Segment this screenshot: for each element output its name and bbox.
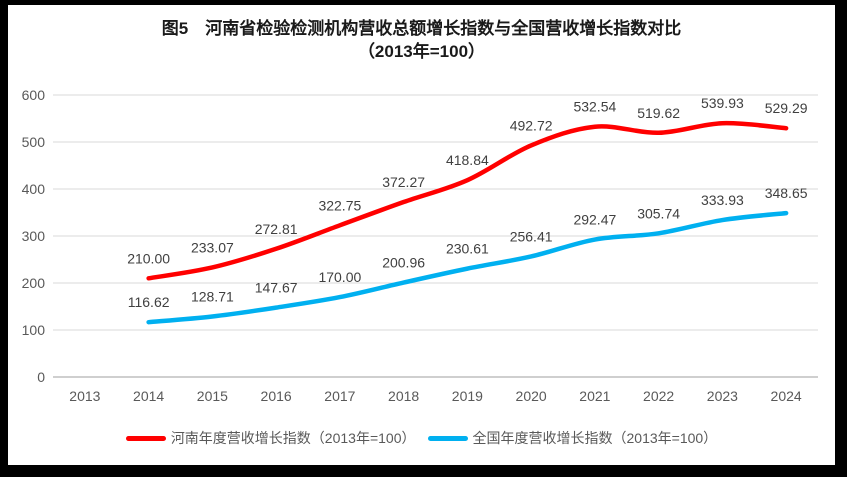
y-tick-label: 500: [22, 134, 46, 150]
x-tick-label: 2014: [133, 388, 164, 404]
data-label-national: 200.96: [382, 255, 425, 271]
y-tick-label: 100: [22, 322, 46, 338]
x-tick-label: 2013: [69, 388, 100, 404]
y-tick-label: 0: [37, 369, 45, 385]
data-label-henan: 492.72: [510, 117, 553, 133]
y-tick-label: 400: [22, 181, 46, 197]
series-line-national: [146, 210, 789, 325]
chart-title: 图5 河南省检验检测机构营收总额增长指数与全国营收增长指数对比 （2013年=1…: [8, 17, 835, 63]
y-tick-label: 300: [22, 228, 46, 244]
data-label-henan: 372.27: [382, 174, 425, 190]
legend-dash-national-icon: [427, 435, 468, 441]
x-tick-label: 2018: [388, 388, 419, 404]
data-label-national: 128.71: [191, 289, 234, 305]
x-tick-label: 2020: [516, 388, 547, 404]
data-label-henan: 210.00: [127, 250, 170, 266]
chart-title-line2: （2013年=100）: [357, 42, 486, 61]
data-label-national: 170.00: [318, 269, 361, 285]
data-label-henan: 272.81: [255, 221, 298, 237]
legend-dash-henan-icon: [125, 435, 166, 441]
x-tick-label: 2017: [324, 388, 355, 404]
data-label-national: 147.67: [255, 280, 298, 296]
x-tick-label: 2019: [452, 388, 483, 404]
data-label-henan: 539.93: [701, 95, 744, 111]
data-label-national: 256.41: [510, 228, 553, 244]
data-label-national: 333.93: [701, 192, 744, 208]
legend-label-henan: 河南年度营收增长指数（2013年=100）: [170, 430, 416, 446]
data-label-national: 292.47: [573, 212, 616, 228]
x-tick-label: 2022: [643, 388, 674, 404]
y-tick-label: 600: [22, 87, 46, 103]
data-label-national: 116.62: [128, 294, 170, 310]
data-label-henan: 418.84: [446, 152, 489, 168]
x-tick-label: 2021: [579, 388, 610, 404]
x-tick-label: 2016: [261, 388, 292, 404]
y-tick-label: 200: [22, 275, 46, 291]
data-label-henan: 322.75: [318, 197, 361, 213]
series-line-henan: [146, 120, 789, 281]
chart-legend: 河南年度营收增长指数（2013年=100） 全国年度营收增长指数（2013年=10…: [8, 428, 835, 448]
legend-item-henan: 河南年度营收增长指数（2013年=100）: [125, 428, 416, 448]
x-tick-label: 2024: [771, 388, 802, 404]
legend-item-national: 全国年度营收增长指数（2013年=100）: [427, 428, 718, 448]
line-chart: 0 100 200 300 400 500 600 2013 2014 2015 2016 2017 2…: [22, 87, 818, 404]
data-label-henan: 532.54: [573, 99, 616, 115]
data-label-henan: 233.07: [191, 239, 234, 255]
data-label-national: 230.61: [446, 241, 489, 257]
data-label-national: 305.74: [637, 205, 680, 221]
x-tick-label: 2023: [707, 388, 738, 404]
data-label-national: 348.65: [765, 185, 808, 201]
chart-canvas: 图5 河南省检验检测机构营收总额增长指数与全国营收增长指数对比 （2013年=1…: [8, 5, 835, 465]
x-tick-label: 2015: [197, 388, 228, 404]
chart-title-line1: 图5 河南省检验检测机构营收总额增长指数与全国营收增长指数对比: [161, 19, 682, 38]
data-label-henan: 529.29: [765, 100, 808, 116]
data-label-henan: 519.62: [637, 105, 680, 121]
legend-label-national: 全国年度营收增长指数（2013年=100）: [472, 430, 718, 446]
